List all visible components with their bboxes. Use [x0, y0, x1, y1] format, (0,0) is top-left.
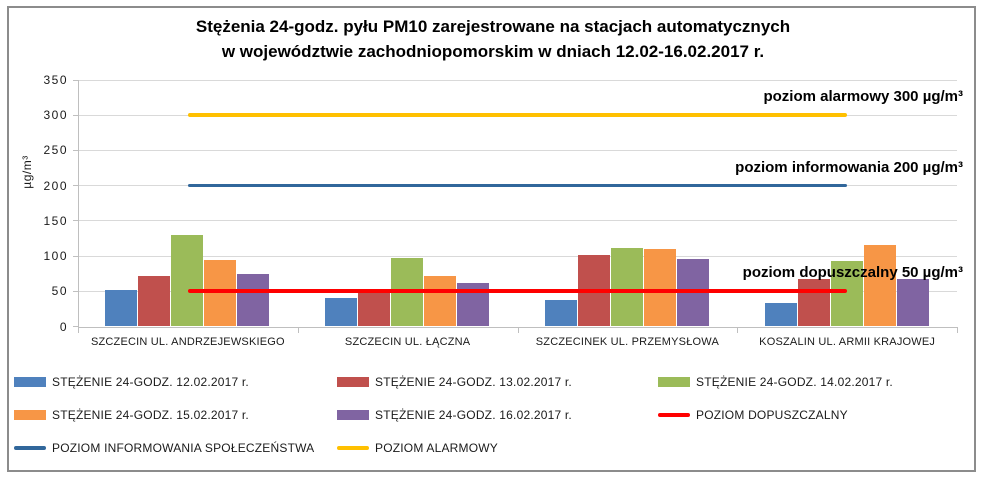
category-tickmark	[517, 326, 519, 333]
y-tick-label: 300	[43, 108, 68, 123]
y-tick-label: 250	[43, 143, 68, 158]
gridline	[78, 149, 957, 151]
gridline	[78, 220, 957, 222]
y-axis-tickmark	[73, 149, 78, 151]
annotation-poziom-dopuszczalny: poziom dopuszczalny 50 µg/m³	[742, 264, 963, 282]
legend-swatch-line-yellow	[337, 446, 369, 450]
bar-st-enie-24-godz-15-02-2017-r--cat3	[863, 244, 896, 327]
chart-title: Stężenia 24-godz. pyłu PM10 zarejestrowa…	[0, 14, 986, 64]
bar-st-enie-24-godz-15-02-2017-r--cat0	[204, 260, 237, 327]
chart-outer-border	[7, 6, 976, 472]
legend-swatch-bar-blue	[14, 377, 46, 387]
legend-item-alarm-line: POZIOM ALARMOWY	[337, 438, 498, 458]
y-tick-label: 350	[43, 73, 68, 87]
legend-item-series-13-02: STĘŻENIE 24-GODZ. 13.02.2017 r.	[337, 372, 572, 392]
legend-swatch-line-steelblue	[14, 446, 46, 450]
legend-item-information-line: POZIOM INFORMOWANIA SPOŁECZEŃSTWA	[14, 438, 314, 458]
bar-st-enie-24-godz-13-02-2017-r--cat1	[358, 289, 391, 327]
chart-title-line2: w województwie zachodniopomorskim w dnia…	[221, 42, 765, 61]
legend-item-limit-line: POZIOM DOPUSZCZALNY	[658, 405, 848, 425]
legend-swatch-line-red	[658, 413, 690, 417]
legend-label: POZIOM ALARMOWY	[375, 441, 499, 455]
legend-swatch-bar-purple	[337, 410, 369, 420]
gridline	[78, 255, 957, 257]
y-tick-label: 150	[43, 213, 68, 228]
bar-st-enie-24-godz-16-02-2017-r--cat0	[237, 273, 270, 327]
y-tick-label: 200	[43, 178, 68, 193]
legend-swatch-bar-green	[658, 377, 690, 387]
y-axis-tickmark	[73, 79, 78, 81]
bar-st-enie-24-godz-12-02-2017-r--cat3	[764, 303, 797, 327]
legend-item-series-12-02: STĘŻENIE 24-GODZ. 12.02.2017 r.	[14, 372, 249, 392]
category-label-2: SZCZECINEK UL. PRZEMYSŁOWA	[535, 336, 719, 348]
legend-swatch-bar-orange	[14, 410, 46, 420]
y-axis-tickmark	[73, 114, 78, 116]
category-tickmark	[737, 326, 739, 333]
annotation-poziom-alarmowy: poziom alarmowy 300 µg/m³	[763, 88, 963, 106]
category-tickmark	[78, 326, 79, 333]
gridline	[78, 79, 957, 81]
threshold-line-poziom-informowania-spo-ecze-stwa	[187, 184, 848, 188]
threshold-line-poziom-dopuszczalny	[187, 289, 848, 294]
legend-item-series-16-02: STĘŻENIE 24-GODZ. 16.02.2017 r.	[337, 405, 572, 425]
legend-item-series-15-02: STĘŻENIE 24-GODZ. 15.02.2017 r.	[14, 405, 249, 425]
legend-label: POZIOM DOPUSZCZALNY	[696, 408, 848, 422]
category-label-0: SZCZECIN UL. ANDRZEJEWSKIEGO	[90, 336, 285, 348]
bar-st-enie-24-godz-13-02-2017-r--cat0	[138, 276, 171, 327]
bar-st-enie-24-godz-15-02-2017-r--cat2	[643, 249, 676, 327]
legend-label: STĘŻENIE 24-GODZ. 15.02.2017 r.	[52, 408, 249, 422]
y-axis-tickmark	[73, 255, 78, 257]
bar-st-enie-24-godz-12-02-2017-r--cat1	[325, 298, 358, 327]
y-axis-line	[78, 80, 79, 333]
y-axis-tickmark	[73, 290, 78, 292]
bar-st-enie-24-godz-12-02-2017-r--cat0	[105, 289, 138, 327]
legend-label: STĘŻENIE 24-GODZ. 14.02.2017 r.	[696, 375, 893, 389]
threshold-line-poziom-alarmowy	[187, 113, 848, 118]
y-tick-label: 100	[43, 249, 68, 264]
category-label-3: KOSZALIN UL. ARMII KRAJOWEJ	[759, 336, 936, 348]
category-tickmark	[297, 326, 299, 333]
legend-label: POZIOM INFORMOWANIA SPOŁECZEŃSTWA	[52, 441, 315, 455]
y-axis-tickmark	[73, 220, 78, 222]
legend-label: STĘŻENIE 24-GODZ. 16.02.2017 r.	[375, 408, 572, 422]
legend-label: STĘŻENIE 24-GODZ. 12.02.2017 r.	[52, 375, 249, 389]
bar-st-enie-24-godz-15-02-2017-r--cat1	[424, 276, 457, 327]
y-axis-tickmark	[73, 185, 78, 187]
chart-title-line1: Stężenia 24-godz. pyłu PM10 zarejestrowa…	[195, 17, 791, 36]
y-tick-label: 50	[51, 284, 68, 299]
bar-st-enie-24-godz-13-02-2017-r--cat3	[797, 278, 830, 327]
bar-st-enie-24-godz-14-02-2017-r--cat3	[830, 261, 863, 327]
annotation-poziom-informowania-spo-ecze-stwa: poziom informowania 200 µg/m³	[735, 158, 963, 176]
legend-label: STĘŻENIE 24-GODZ. 13.02.2017 r.	[375, 375, 572, 389]
bar-st-enie-24-godz-12-02-2017-r--cat2	[544, 299, 577, 327]
bar-st-enie-24-godz-14-02-2017-r--cat0	[171, 234, 204, 327]
category-label-1: SZCZECIN UL. ŁĄCZNA	[344, 336, 471, 348]
y-axis-tickmark	[73, 326, 78, 327]
legend-swatch-bar-darkred	[337, 377, 369, 387]
bar-st-enie-24-godz-14-02-2017-r--cat2	[610, 248, 643, 327]
category-tickmark	[957, 326, 958, 333]
bar-st-enie-24-godz-16-02-2017-r--cat3	[896, 279, 929, 327]
y-tick-label: 0	[59, 319, 68, 334]
legend-item-series-14-02: STĘŻENIE 24-GODZ. 14.02.2017 r.	[658, 372, 893, 392]
